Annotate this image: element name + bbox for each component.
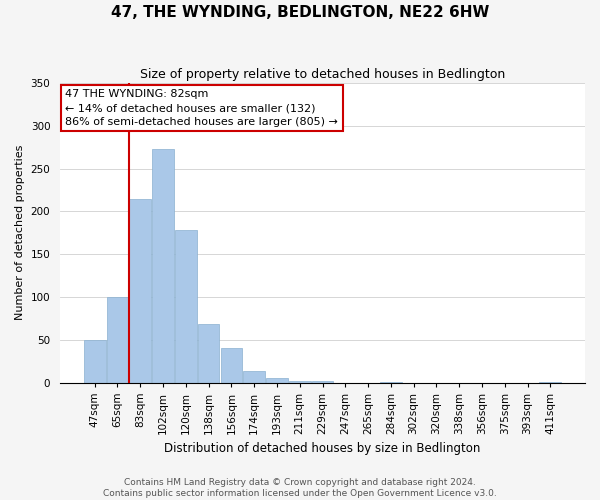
Bar	[244, 370, 265, 382]
Bar	[107, 297, 128, 382]
X-axis label: Distribution of detached houses by size in Bedlington: Distribution of detached houses by size …	[164, 442, 481, 455]
Bar	[152, 149, 174, 382]
Title: Size of property relative to detached houses in Bedlington: Size of property relative to detached ho…	[140, 68, 505, 80]
Text: Contains HM Land Registry data © Crown copyright and database right 2024.
Contai: Contains HM Land Registry data © Crown c…	[103, 478, 497, 498]
Text: 47, THE WYNDING, BEDLINGTON, NE22 6HW: 47, THE WYNDING, BEDLINGTON, NE22 6HW	[111, 5, 489, 20]
Bar	[266, 378, 288, 382]
Bar	[289, 381, 311, 382]
Y-axis label: Number of detached properties: Number of detached properties	[15, 145, 25, 320]
Bar	[130, 198, 151, 382]
Bar	[198, 324, 220, 382]
Bar	[84, 340, 106, 382]
Text: 47 THE WYNDING: 82sqm
← 14% of detached houses are smaller (132)
86% of semi-det: 47 THE WYNDING: 82sqm ← 14% of detached …	[65, 89, 338, 127]
Bar	[221, 348, 242, 382]
Bar	[311, 381, 334, 382]
Bar	[175, 230, 197, 382]
